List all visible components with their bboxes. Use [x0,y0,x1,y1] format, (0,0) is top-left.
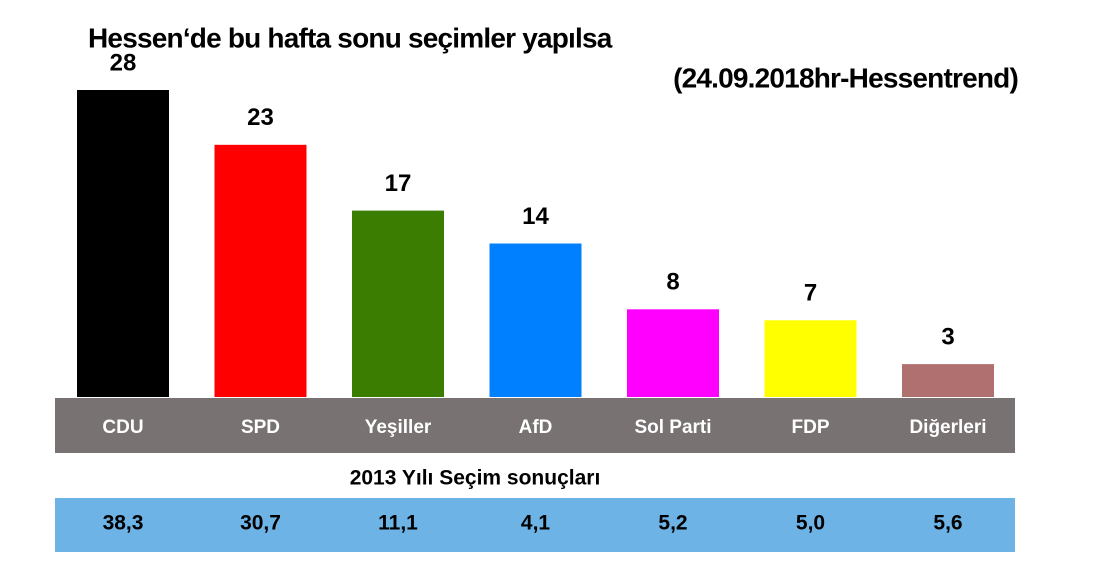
previous-value: 4,1 [521,512,551,535]
previous-value: 30,7 [240,512,281,535]
category-label: Diğerleri [909,417,986,438]
category-label: FDP [792,417,830,438]
value-label: 28 [110,49,137,76]
bar [627,309,719,397]
value-label: 23 [247,104,274,131]
category-label: AfD [519,417,553,438]
bar [902,364,994,397]
value-label: 7 [804,280,817,307]
value-label: 17 [385,170,412,197]
bar [77,90,169,397]
previous-value: 5,6 [933,512,962,535]
category-band [55,398,1015,453]
category-label: Yeşiller [365,417,432,438]
previous-value: 5,0 [796,512,825,535]
value-label: 14 [522,203,549,230]
chart-subtitle: (24.09.2018hr-Hessentrend) [673,62,1018,93]
category-label: SPD [241,417,280,438]
category-label: CDU [102,417,143,438]
bar [489,243,582,397]
previous-value: 5,2 [658,512,687,535]
chart-title: Hessen‘de bu hafta sonu seçimler yapılsa [88,22,613,53]
bar [352,210,444,397]
bar [214,144,307,397]
previous-value: 38,3 [103,512,144,535]
value-label: 8 [666,269,679,296]
previous-value: 11,1 [378,512,418,535]
value-label: 3 [941,323,954,350]
category-label: Sol Parti [634,417,711,438]
table-title: 2013 Yılı Seçim sonuçları [350,467,601,490]
bar [764,320,857,397]
previous-band [55,498,1015,552]
